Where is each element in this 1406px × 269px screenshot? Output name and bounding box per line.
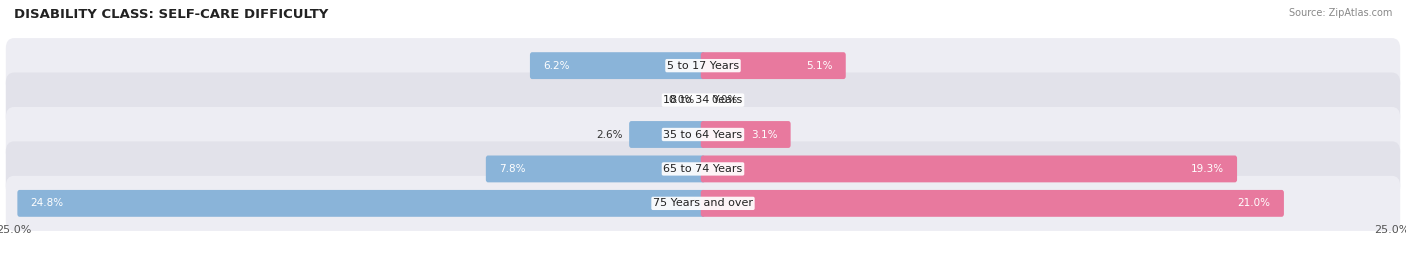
FancyBboxPatch shape (17, 190, 706, 217)
Text: 0.0%: 0.0% (668, 95, 695, 105)
FancyBboxPatch shape (6, 141, 1400, 196)
FancyBboxPatch shape (530, 52, 706, 79)
FancyBboxPatch shape (700, 52, 846, 79)
FancyBboxPatch shape (6, 73, 1400, 128)
Text: Source: ZipAtlas.com: Source: ZipAtlas.com (1288, 8, 1392, 18)
FancyBboxPatch shape (700, 121, 790, 148)
Text: 75 Years and over: 75 Years and over (652, 198, 754, 208)
Text: 6.2%: 6.2% (543, 61, 569, 71)
Text: 18 to 34 Years: 18 to 34 Years (664, 95, 742, 105)
Text: 21.0%: 21.0% (1237, 198, 1271, 208)
Text: 5.1%: 5.1% (806, 61, 832, 71)
FancyBboxPatch shape (628, 121, 706, 148)
FancyBboxPatch shape (486, 155, 706, 182)
FancyBboxPatch shape (6, 107, 1400, 162)
Text: 65 to 74 Years: 65 to 74 Years (664, 164, 742, 174)
FancyBboxPatch shape (6, 176, 1400, 231)
Text: 7.8%: 7.8% (499, 164, 526, 174)
FancyBboxPatch shape (700, 155, 1237, 182)
Text: 19.3%: 19.3% (1191, 164, 1223, 174)
FancyBboxPatch shape (700, 190, 1284, 217)
Text: 2.6%: 2.6% (596, 129, 623, 140)
Text: 24.8%: 24.8% (31, 198, 63, 208)
Text: 3.1%: 3.1% (751, 129, 778, 140)
FancyBboxPatch shape (6, 38, 1400, 93)
Text: 0.0%: 0.0% (711, 95, 738, 105)
Text: 35 to 64 Years: 35 to 64 Years (664, 129, 742, 140)
Text: DISABILITY CLASS: SELF-CARE DIFFICULTY: DISABILITY CLASS: SELF-CARE DIFFICULTY (14, 8, 329, 21)
Text: 5 to 17 Years: 5 to 17 Years (666, 61, 740, 71)
